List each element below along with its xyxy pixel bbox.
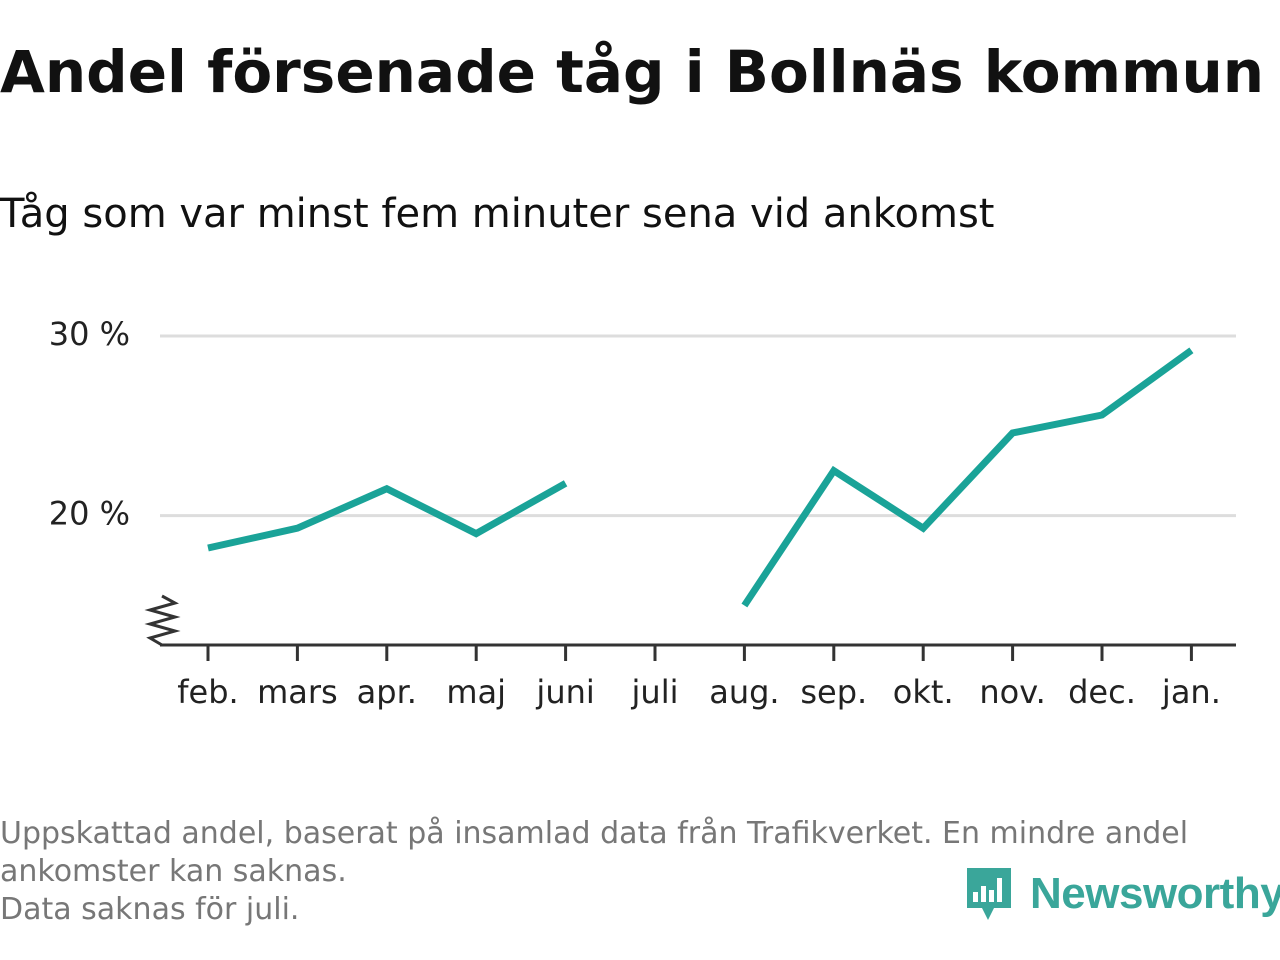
x-tick-label: dec. — [1068, 673, 1136, 711]
x-tick-label: okt. — [893, 673, 954, 711]
footnote-line: ankomster kan saknas. — [0, 854, 347, 889]
bar-chart-speech-bubble-icon — [967, 868, 1011, 920]
x-axis — [144, 594, 1236, 661]
chart-title: Andel försenade tåg i Bollnäs kommun — [0, 38, 1265, 106]
series-lines — [207, 347, 1194, 608]
x-tick-label: maj — [446, 673, 506, 711]
logo-text: Newsworthy — [1030, 869, 1280, 918]
x-tick-labels: feb. mars apr. maj juni juli aug. sep. okt. nov. d… — [177, 673, 1221, 711]
gridlines — [160, 334, 1236, 518]
series-line-segment — [207, 480, 568, 552]
y-tick-label: 30 % — [49, 315, 130, 353]
axis-break-marker — [144, 594, 181, 647]
footnote-line: Uppskattad andel, baserat på insamlad da… — [0, 816, 1189, 851]
y-tick-label: 20 % — [49, 495, 130, 533]
y-tick-labels: 20 % 30 % — [49, 315, 130, 533]
x-tick-label: nov. — [979, 673, 1045, 711]
x-tick-label: juni — [535, 673, 594, 711]
x-tick-label: apr. — [357, 673, 417, 711]
chart-subtitle: Tåg som var minst fem minuter sena vid a… — [0, 191, 995, 237]
x-tick-label: juli — [631, 673, 679, 711]
footnote-line: Data saknas för juli. — [0, 892, 300, 927]
x-tick-label: aug. — [709, 673, 779, 711]
x-tick-label: feb. — [177, 673, 238, 711]
x-tick-label: sep. — [800, 673, 867, 711]
newsworthy-logo: Newsworthy — [964, 864, 1280, 924]
x-tick-label: mars — [257, 673, 338, 711]
x-tick-label: jan. — [1161, 673, 1221, 711]
series-line-segment — [741, 347, 1194, 608]
footnote: Uppskattad andel, baserat på insamlad da… — [0, 815, 1270, 929]
